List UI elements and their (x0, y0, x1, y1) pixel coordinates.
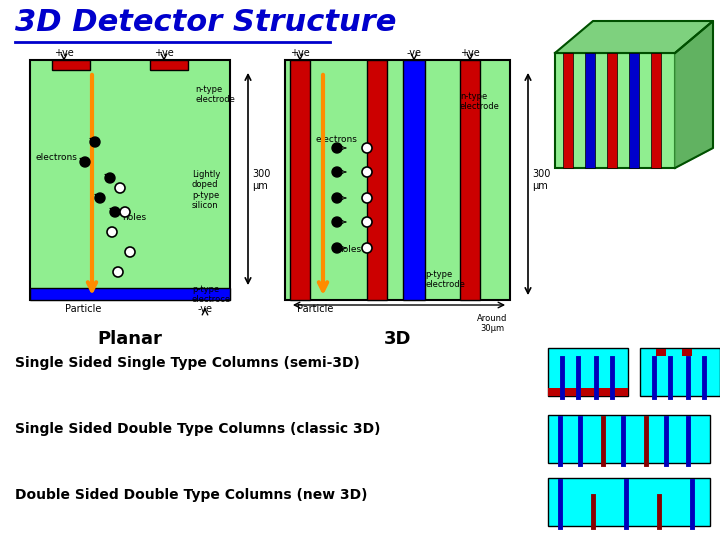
Circle shape (95, 193, 105, 203)
Text: electrons: electrons (315, 135, 357, 144)
Bar (607, 53, 617, 168)
Text: 3D: 3D (384, 330, 411, 348)
Bar (150, 60, 188, 70)
Text: -ve: -ve (407, 48, 421, 58)
Bar (548, 388, 628, 396)
Bar (548, 478, 710, 526)
Text: +ve: +ve (154, 48, 174, 58)
Circle shape (105, 173, 115, 183)
Text: 300
µm: 300 µm (252, 169, 271, 191)
Bar (656, 349, 666, 356)
Text: Particle: Particle (297, 304, 333, 314)
Polygon shape (555, 21, 713, 53)
Circle shape (362, 167, 372, 177)
Text: n-type
electrode: n-type electrode (195, 85, 235, 104)
Text: +ve: +ve (54, 48, 74, 58)
Text: Double Sided Double Type Columns (new 3D): Double Sided Double Type Columns (new 3D… (15, 488, 367, 502)
Circle shape (332, 167, 342, 177)
Circle shape (362, 143, 372, 153)
Text: electrons: electrons (35, 153, 77, 162)
Text: holes: holes (337, 245, 361, 254)
Text: n-type
electrode: n-type electrode (460, 92, 500, 111)
Circle shape (107, 227, 117, 237)
Circle shape (125, 247, 135, 257)
Bar (651, 53, 661, 168)
Bar (629, 53, 639, 168)
Circle shape (362, 217, 372, 227)
Text: Single Sided Single Type Columns (semi-3D): Single Sided Single Type Columns (semi-3… (15, 356, 360, 370)
Text: holes: holes (122, 213, 146, 222)
Bar (403, 60, 425, 300)
Circle shape (362, 193, 372, 203)
Text: p-type
electroce: p-type electroce (192, 285, 231, 305)
Circle shape (332, 193, 342, 203)
Text: 300
µm: 300 µm (532, 169, 550, 191)
Circle shape (90, 137, 100, 147)
Circle shape (110, 207, 120, 217)
Bar (367, 60, 387, 300)
Bar (640, 348, 720, 396)
Bar (563, 53, 573, 168)
Bar (460, 60, 480, 300)
Circle shape (115, 183, 125, 193)
Text: +ve: +ve (460, 48, 480, 58)
Bar (548, 348, 628, 396)
Circle shape (332, 243, 342, 253)
Text: 3D Detector Structure: 3D Detector Structure (15, 8, 397, 37)
Text: Around
30µm: Around 30µm (477, 314, 507, 333)
Polygon shape (675, 21, 713, 168)
Bar (52, 60, 90, 70)
Bar (30, 288, 230, 300)
Bar (285, 60, 510, 300)
Text: Lightly
doped
p-type
silicon: Lightly doped p-type silicon (192, 170, 220, 210)
Circle shape (332, 143, 342, 153)
Bar (548, 415, 710, 463)
Circle shape (113, 267, 123, 277)
Circle shape (120, 207, 130, 217)
Circle shape (80, 157, 90, 167)
Bar (30, 60, 230, 300)
Circle shape (362, 243, 372, 253)
Text: Particle: Particle (65, 304, 102, 314)
Text: Single Sided Double Type Columns (classic 3D): Single Sided Double Type Columns (classi… (15, 422, 380, 436)
Circle shape (332, 217, 342, 227)
Bar (682, 349, 692, 356)
Bar (555, 53, 675, 168)
Text: p-type
electrode: p-type electrode (425, 270, 465, 289)
Bar (585, 53, 595, 168)
Bar (290, 60, 310, 300)
Text: -ve: -ve (197, 304, 212, 314)
Text: Planar: Planar (98, 330, 163, 348)
Text: +ve: +ve (290, 48, 310, 58)
